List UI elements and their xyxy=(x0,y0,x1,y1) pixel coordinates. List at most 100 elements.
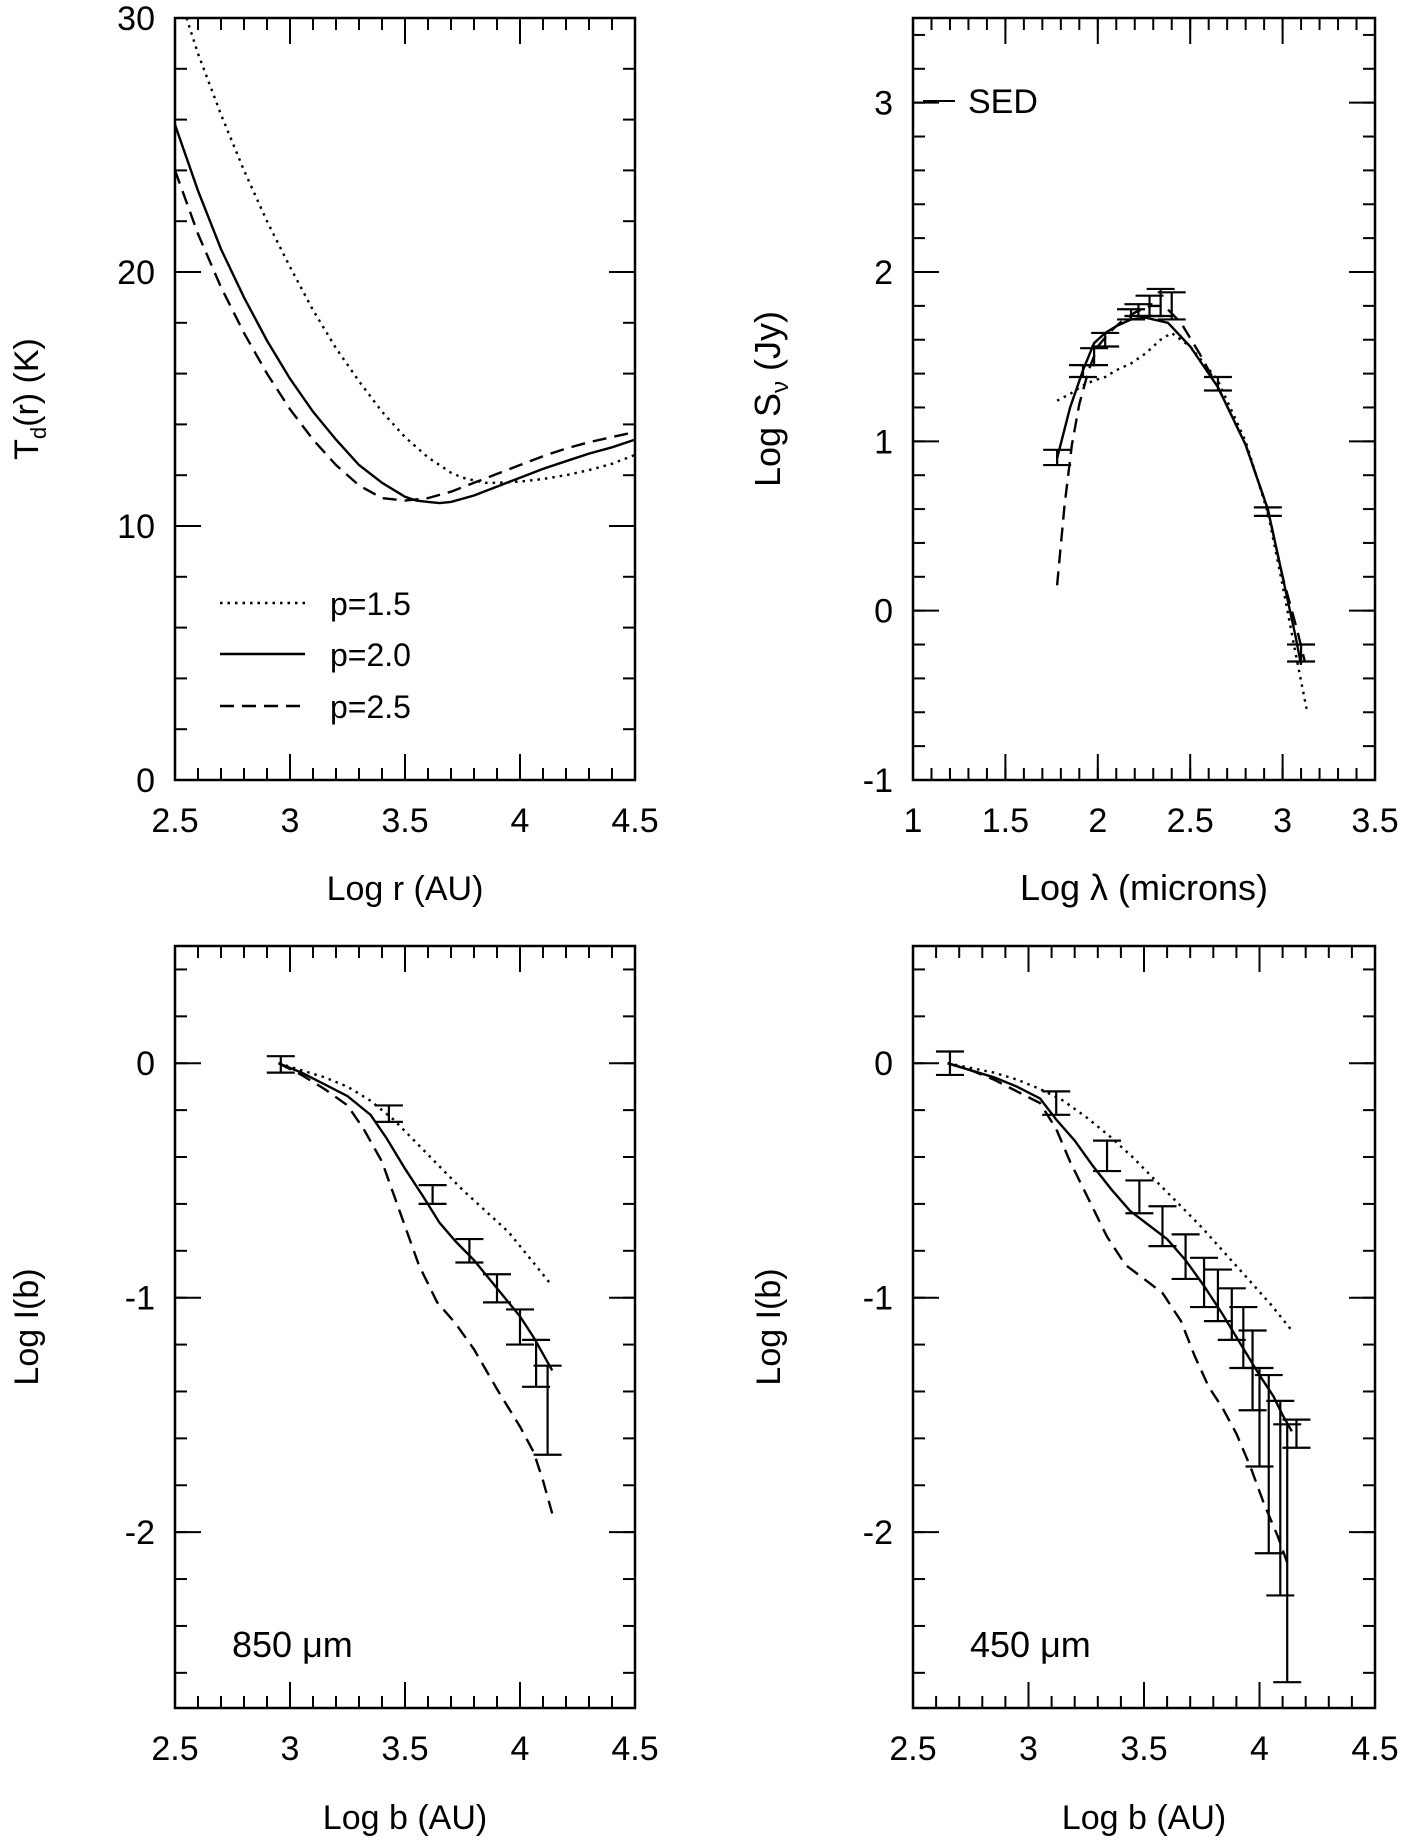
i850-x-tick-label: 3 xyxy=(281,1730,300,1768)
panel-850-frame xyxy=(173,944,637,1710)
i450-error-bar xyxy=(1125,1179,1154,1215)
i450-x-tick-label: 3 xyxy=(1019,1730,1038,1768)
panel-sed: 1 1.5 2 2.5 3 3.5 -1 0 1 2 3 SED Log λ (microns) L… xyxy=(747,16,1399,908)
sed-error-bar xyxy=(1080,347,1109,367)
td-x-tick-label: 2.5 xyxy=(151,802,198,840)
panel-850-x-label: Log b (AU) xyxy=(323,1799,487,1837)
annotation-850: 850 μm xyxy=(232,1624,353,1665)
panel-450-y-label: Log I(b) xyxy=(750,1268,788,1385)
i850-error-bar xyxy=(266,1055,295,1074)
td-x-tick-label: 3 xyxy=(281,802,300,840)
legend-label-p25: p=2.5 xyxy=(330,689,411,725)
td-y-tick-label: 10 xyxy=(117,508,155,546)
i450-x-tick-label: 2.5 xyxy=(889,1730,936,1768)
sed-curve-p15 xyxy=(1056,331,1308,710)
sed-error-bar xyxy=(1043,448,1072,467)
legend-label-p20: p=2.0 xyxy=(330,637,411,673)
i450-error-bar xyxy=(1042,1090,1071,1116)
i850-error-bar xyxy=(483,1273,511,1304)
i450-error-bar xyxy=(1254,1373,1283,1555)
panel-sed-x-label: Log λ (microns) xyxy=(1020,867,1268,908)
i450-x-tick-label: 3.5 xyxy=(1120,1730,1167,1768)
panel-450: 2.5 3 3.5 4 4.5 -2 -1 0 450 μm Log b (AU) Log I… xyxy=(750,944,1399,1837)
i850-x-tick-label: 4.5 xyxy=(611,1730,658,1768)
i450-error-bar xyxy=(1238,1329,1267,1412)
sed-y-tick-label: 2 xyxy=(874,254,893,292)
sed-error-bar xyxy=(1253,506,1282,517)
sed-x-tick-label: 3.5 xyxy=(1351,802,1398,840)
panel-temperature-x-label: Log r (AU) xyxy=(327,870,484,908)
i450-error-bar xyxy=(1203,1268,1232,1323)
i450-y-tick-label: -2 xyxy=(863,1514,893,1552)
sed-error-bar xyxy=(1157,291,1186,321)
i850-error-bar xyxy=(418,1184,447,1206)
i850-y-tick-label: -2 xyxy=(125,1514,155,1552)
panel-450-frame xyxy=(911,944,1377,1710)
i850-curve-p20 xyxy=(278,1062,554,1371)
legend: p=1.5 p=2.0 p=2.5 xyxy=(220,586,411,725)
i850-x-tick-label: 4 xyxy=(511,1730,530,1768)
td-curve-p20 xyxy=(175,124,635,505)
i450-error-bar xyxy=(1282,1418,1311,1449)
i450-error-bar xyxy=(1148,1205,1177,1248)
i850-curve-p25 xyxy=(277,1062,554,1514)
i450-error-bar xyxy=(935,1050,964,1077)
i850-error-bar xyxy=(533,1364,562,1456)
legend-label-p15: p=1.5 xyxy=(330,586,411,622)
panel-sed-frame xyxy=(911,16,1377,782)
td-y-tick-label: 20 xyxy=(117,254,155,292)
sed-x-tick-label: 3 xyxy=(1273,802,1292,840)
sed-error-bar xyxy=(1117,308,1146,321)
sed-y-tick-label: -1 xyxy=(863,762,893,800)
i450-error-bar xyxy=(1217,1287,1246,1341)
panel-850: 2.5 3 3.5 4 4.5 -2 -1 0 850 μm Log b (AU) Log I… xyxy=(8,944,659,1837)
panel-450-x-label: Log b (AU) xyxy=(1062,1799,1226,1837)
i850-y-tick-label: 0 xyxy=(136,1045,155,1083)
td-y-tick-label: 30 xyxy=(117,0,155,38)
i850-error-bar xyxy=(374,1104,403,1123)
td-x-tick-label: 4 xyxy=(511,802,530,840)
i450-error-bar xyxy=(1093,1139,1122,1173)
td-x-tick-label: 4.5 xyxy=(611,802,658,840)
i850-x-tick-label: 3.5 xyxy=(381,1730,428,1768)
i850-x-tick-label: 2.5 xyxy=(151,1730,198,1768)
i450-curve-p25 xyxy=(947,1062,1289,1564)
sed-error-bar xyxy=(1069,364,1098,379)
i850-error-bar xyxy=(506,1308,534,1346)
i850-y-tick-label: -1 xyxy=(125,1280,155,1318)
i450-x-tick-label: 4.5 xyxy=(1351,1730,1398,1768)
sed-x-tick-label: 1.5 xyxy=(982,802,1029,840)
sed-error-bar xyxy=(1287,643,1316,663)
i450-error-bar xyxy=(1171,1233,1200,1281)
sed-error-bar xyxy=(1203,375,1232,392)
td-curve-p25 xyxy=(175,169,635,502)
i450-curve-p15 xyxy=(947,1062,1293,1332)
sed-annotation: SED xyxy=(968,83,1038,121)
sed-x-tick-label: 2 xyxy=(1088,802,1107,840)
td-y-tick-label: 0 xyxy=(136,762,155,800)
sed-error-bar xyxy=(1146,287,1175,318)
i450-y-tick-label: -1 xyxy=(863,1280,893,1318)
sed-curve-p20 xyxy=(1055,316,1303,666)
sed-y-tick-label: 1 xyxy=(874,423,893,461)
panel-temperature-frame xyxy=(173,16,637,782)
sed-error-bar xyxy=(1091,331,1120,348)
sed-y-tick-label: 3 xyxy=(874,85,893,123)
sed-y-tick-label: 0 xyxy=(874,593,893,631)
i450-x-tick-label: 4 xyxy=(1250,1730,1269,1768)
td-curve-p15 xyxy=(185,18,635,484)
i450-y-tick-label: 0 xyxy=(874,1045,893,1083)
panel-sed-y-label: Log Sν (Jy) xyxy=(747,311,794,487)
i450-error-bar xyxy=(1190,1256,1219,1309)
sed-x-tick-label: 2.5 xyxy=(1167,802,1214,840)
panel-850-y-label: Log I(b) xyxy=(8,1268,46,1385)
i850-error-bar xyxy=(522,1338,551,1388)
i450-curve-p20 xyxy=(947,1062,1293,1432)
i850-error-bar xyxy=(455,1237,484,1264)
sed-x-tick-label: 1 xyxy=(904,802,923,840)
i450-error-bar xyxy=(1266,1399,1295,1597)
panel-temperature-y-label: Td(r) (K) xyxy=(8,338,51,460)
td-x-tick-label: 3.5 xyxy=(381,802,428,840)
